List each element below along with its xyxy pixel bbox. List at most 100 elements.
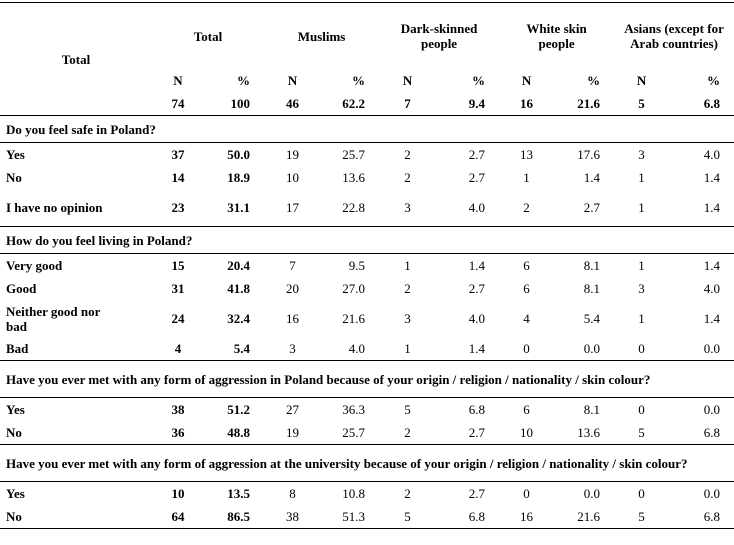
count-cell: 3 <box>264 337 322 361</box>
percent-cell: 6.8 <box>669 505 734 529</box>
count-cell: 38 <box>171 402 185 417</box>
count-cell: 37 <box>171 147 185 162</box>
count-cell: 6 <box>523 281 530 296</box>
percent-cell: 6.8 <box>436 505 500 529</box>
percent-cell: 2.7 <box>468 281 486 296</box>
percent-cell: 21.6 <box>554 505 615 529</box>
count-cell: 0 <box>499 337 555 361</box>
count-cell: 1 <box>404 258 411 273</box>
count-cell: 10 <box>286 170 300 185</box>
group-header-dark-skinned: Dark-skinned people <box>379 2 500 69</box>
table-row: Neither good nor bad 24 32.4 16 21.6 3 4.0 4 5.4… <box>0 300 734 337</box>
count-cell: 2 <box>404 147 411 162</box>
table-row: Very good 15 20.4 7 9.5 1 1.4 6 8.1 1 1.4 <box>0 254 734 278</box>
percent-cell: 0.0 <box>669 337 734 361</box>
survey-table: Total Total Muslims Dark-skinned people … <box>0 2 734 529</box>
count-cell: 17 <box>264 189 322 227</box>
table-row: No 64 86.5 38 51.3 5 6.8 16 21.6 5 6.8 <box>0 505 734 529</box>
percent-cell: 1.4 <box>468 258 486 273</box>
row-label: No <box>0 421 152 445</box>
row-label: I have no opinion <box>0 189 152 227</box>
table-row: Yes 10 13.5 8 10.8 2 2.7 0 0.0 0 0.0 <box>0 482 734 506</box>
group-header-asians: Asians (except for Arab countries) <box>614 2 734 69</box>
subcol-pct-header: % <box>587 73 601 88</box>
question-heading: Do you feel safe in Poland? <box>0 115 734 143</box>
count-cell: 16 <box>286 311 300 326</box>
count-cell: 27 <box>286 402 300 417</box>
count-cell: 15 <box>171 258 185 273</box>
question-heading: How do you feel living in Poland? <box>0 226 734 254</box>
percent-cell: 0.0 <box>554 337 615 361</box>
count-cell: 10 <box>171 486 185 501</box>
count-cell: 19 <box>286 147 300 162</box>
group-header-white-skin: White skin people <box>499 2 615 69</box>
count-cell: 64 <box>152 505 204 529</box>
subcol-pct-header: % <box>237 73 251 88</box>
percent-cell: 4.0 <box>703 281 721 296</box>
percent-cell: 27.0 <box>342 281 366 296</box>
group-header-muslims: Muslims <box>264 2 380 69</box>
subcol-n-header: N <box>636 73 647 88</box>
count-cell: 6 <box>523 402 530 417</box>
question-heading: Have you ever met with any form of aggre… <box>0 444 734 482</box>
count-cell: 3 <box>638 281 645 296</box>
row-label-header: Total <box>0 2 152 116</box>
percent-cell: 4.0 <box>468 311 486 326</box>
percent-cell: 50.0 <box>227 147 251 162</box>
percent-cell: 20.4 <box>227 258 251 273</box>
subcol-pct-header: % <box>352 73 366 88</box>
total-n-cell: 7 <box>379 92 437 116</box>
percent-cell: 4.0 <box>703 147 721 162</box>
count-cell: 6 <box>523 258 530 273</box>
count-cell: 19 <box>264 421 322 445</box>
percent-cell: 5.4 <box>583 311 601 326</box>
count-cell: 24 <box>171 311 185 326</box>
percent-cell: 2.7 <box>468 486 486 501</box>
count-cell: 13 <box>520 147 534 162</box>
percent-cell: 41.8 <box>227 281 251 296</box>
count-cell: 5 <box>614 421 670 445</box>
row-label: Yes <box>6 402 25 417</box>
total-pct-cell: 9.4 <box>436 92 500 116</box>
subcol-n-header: N <box>402 73 413 88</box>
percent-cell: 1.4 <box>703 258 721 273</box>
count-cell: 8 <box>289 486 296 501</box>
percent-cell: 1.4 <box>703 170 721 185</box>
total-pct-cell: 6.8 <box>669 92 734 116</box>
total-pct-cell: 21.6 <box>554 92 615 116</box>
count-cell: 5 <box>379 505 437 529</box>
total-pct-cell: 100 <box>204 92 265 116</box>
subcol-n-header: N <box>287 73 298 88</box>
total-n-cell: 16 <box>499 92 555 116</box>
row-label: No <box>0 505 152 529</box>
table-row: I have no opinion 23 31.1 17 22.8 3 4.0 2 2.7 1 1.… <box>0 189 734 227</box>
count-cell: 5 <box>614 505 670 529</box>
percent-cell: 10.8 <box>342 486 366 501</box>
count-cell: 3 <box>379 189 437 227</box>
count-cell: 3 <box>638 147 645 162</box>
row-label: Neither good nor bad <box>6 303 101 334</box>
percent-cell: 21.6 <box>342 311 366 326</box>
total-n-cell: 74 <box>152 92 204 116</box>
percent-cell: 18.9 <box>227 170 251 185</box>
percent-cell: 1.4 <box>583 170 601 185</box>
percent-cell: 2.7 <box>436 421 500 445</box>
count-cell: 20 <box>286 281 300 296</box>
count-cell: 1 <box>614 189 670 227</box>
count-cell: 2 <box>404 281 411 296</box>
count-cell: 2 <box>404 170 411 185</box>
count-cell: 38 <box>264 505 322 529</box>
count-cell: 0 <box>523 486 530 501</box>
percent-cell: 5.4 <box>204 337 265 361</box>
count-cell: 1 <box>638 258 645 273</box>
count-cell: 0 <box>638 402 645 417</box>
percent-cell: 2.7 <box>468 170 486 185</box>
count-cell: 1 <box>523 170 530 185</box>
subcol-n-header: N <box>521 73 532 88</box>
question-heading: Have you ever met with any form of aggre… <box>0 360 734 398</box>
percent-cell: 13.5 <box>227 486 251 501</box>
count-cell: 3 <box>404 311 411 326</box>
percent-cell: 13.6 <box>342 170 366 185</box>
row-label: Good <box>6 281 37 296</box>
percent-cell: 8.1 <box>583 281 601 296</box>
